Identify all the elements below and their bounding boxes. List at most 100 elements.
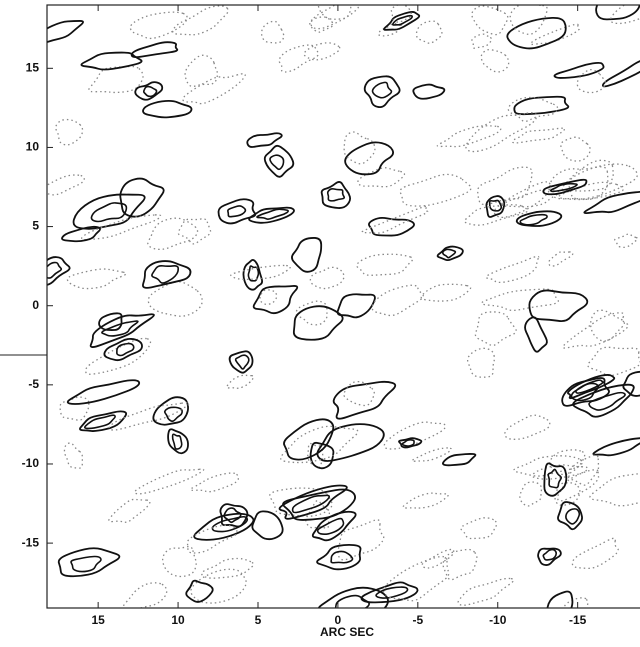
contour bbox=[344, 141, 394, 176]
contour bbox=[568, 163, 639, 200]
contour bbox=[528, 289, 589, 322]
contour bbox=[88, 65, 144, 94]
contour bbox=[278, 484, 348, 520]
contour bbox=[246, 132, 283, 148]
contour bbox=[332, 380, 397, 420]
contour bbox=[142, 260, 192, 289]
contour bbox=[142, 85, 158, 98]
contour bbox=[543, 462, 568, 497]
contour bbox=[553, 61, 605, 79]
contour bbox=[47, 20, 84, 44]
contour bbox=[383, 11, 421, 31]
x-tick-label: 15 bbox=[91, 613, 105, 627]
contour bbox=[391, 14, 413, 26]
contour bbox=[360, 581, 419, 604]
contour bbox=[436, 245, 464, 261]
contour bbox=[572, 383, 635, 418]
contour bbox=[515, 210, 563, 227]
contour bbox=[363, 75, 401, 109]
contour bbox=[402, 492, 449, 509]
contour bbox=[310, 5, 360, 30]
contour bbox=[89, 313, 155, 348]
contour bbox=[171, 433, 183, 450]
contour bbox=[465, 112, 538, 153]
contour bbox=[561, 159, 614, 192]
contour bbox=[61, 225, 101, 243]
contour bbox=[509, 5, 548, 35]
contour bbox=[466, 347, 495, 378]
contour bbox=[542, 548, 558, 561]
contour bbox=[562, 312, 629, 349]
contour bbox=[549, 182, 578, 193]
contour bbox=[292, 305, 344, 341]
contour bbox=[583, 190, 640, 214]
contour bbox=[589, 472, 640, 507]
contour bbox=[122, 582, 168, 608]
contour bbox=[184, 54, 219, 88]
contour bbox=[66, 268, 127, 290]
contour bbox=[567, 454, 600, 486]
plot-frame bbox=[46, 4, 640, 609]
contour bbox=[399, 173, 472, 207]
contour bbox=[316, 517, 345, 536]
contour bbox=[130, 41, 179, 58]
contour bbox=[316, 423, 385, 462]
contour bbox=[519, 213, 548, 226]
contour bbox=[190, 568, 247, 604]
contour bbox=[557, 501, 583, 531]
y-tick-label: 0 bbox=[32, 298, 39, 312]
y-tick-label: -10 bbox=[22, 456, 40, 470]
contour bbox=[101, 320, 139, 337]
x-tick-label: -5 bbox=[412, 613, 423, 627]
contour bbox=[547, 468, 563, 489]
contour bbox=[72, 193, 146, 230]
contour bbox=[211, 515, 249, 533]
contour bbox=[142, 99, 193, 119]
contour bbox=[317, 586, 389, 608]
contour bbox=[303, 42, 341, 61]
contour bbox=[548, 251, 574, 267]
contour bbox=[575, 379, 604, 394]
contour bbox=[513, 95, 570, 116]
contour bbox=[501, 188, 560, 208]
contour bbox=[167, 428, 189, 455]
contour bbox=[116, 342, 135, 357]
contour bbox=[309, 266, 345, 290]
contour bbox=[316, 543, 362, 571]
contour bbox=[421, 548, 455, 569]
contour bbox=[592, 437, 640, 457]
contour bbox=[305, 500, 330, 529]
contour bbox=[382, 555, 450, 602]
contour bbox=[412, 83, 446, 100]
contour bbox=[336, 293, 376, 319]
contour bbox=[227, 205, 247, 218]
contour bbox=[189, 472, 240, 493]
contour bbox=[177, 218, 212, 245]
contour bbox=[70, 555, 102, 573]
contour bbox=[420, 283, 472, 302]
contour bbox=[411, 447, 452, 462]
contour bbox=[278, 44, 320, 73]
contour bbox=[291, 494, 331, 514]
contour bbox=[172, 5, 229, 36]
contour bbox=[307, 442, 324, 469]
contour bbox=[201, 557, 255, 579]
contour bbox=[504, 414, 551, 440]
contour bbox=[477, 166, 533, 206]
contour bbox=[260, 20, 285, 44]
contour bbox=[460, 517, 498, 540]
contour bbox=[565, 508, 581, 525]
contour bbox=[590, 309, 626, 342]
contour bbox=[614, 233, 639, 249]
contour bbox=[317, 5, 352, 20]
contour bbox=[309, 16, 334, 33]
contour bbox=[295, 300, 328, 326]
x-tick-label: -15 bbox=[569, 613, 587, 627]
contour bbox=[375, 586, 409, 599]
contour bbox=[609, 5, 640, 25]
contour bbox=[242, 259, 263, 291]
contour bbox=[152, 396, 189, 426]
contour bbox=[383, 421, 447, 450]
contour bbox=[219, 503, 249, 528]
contour bbox=[488, 199, 503, 212]
